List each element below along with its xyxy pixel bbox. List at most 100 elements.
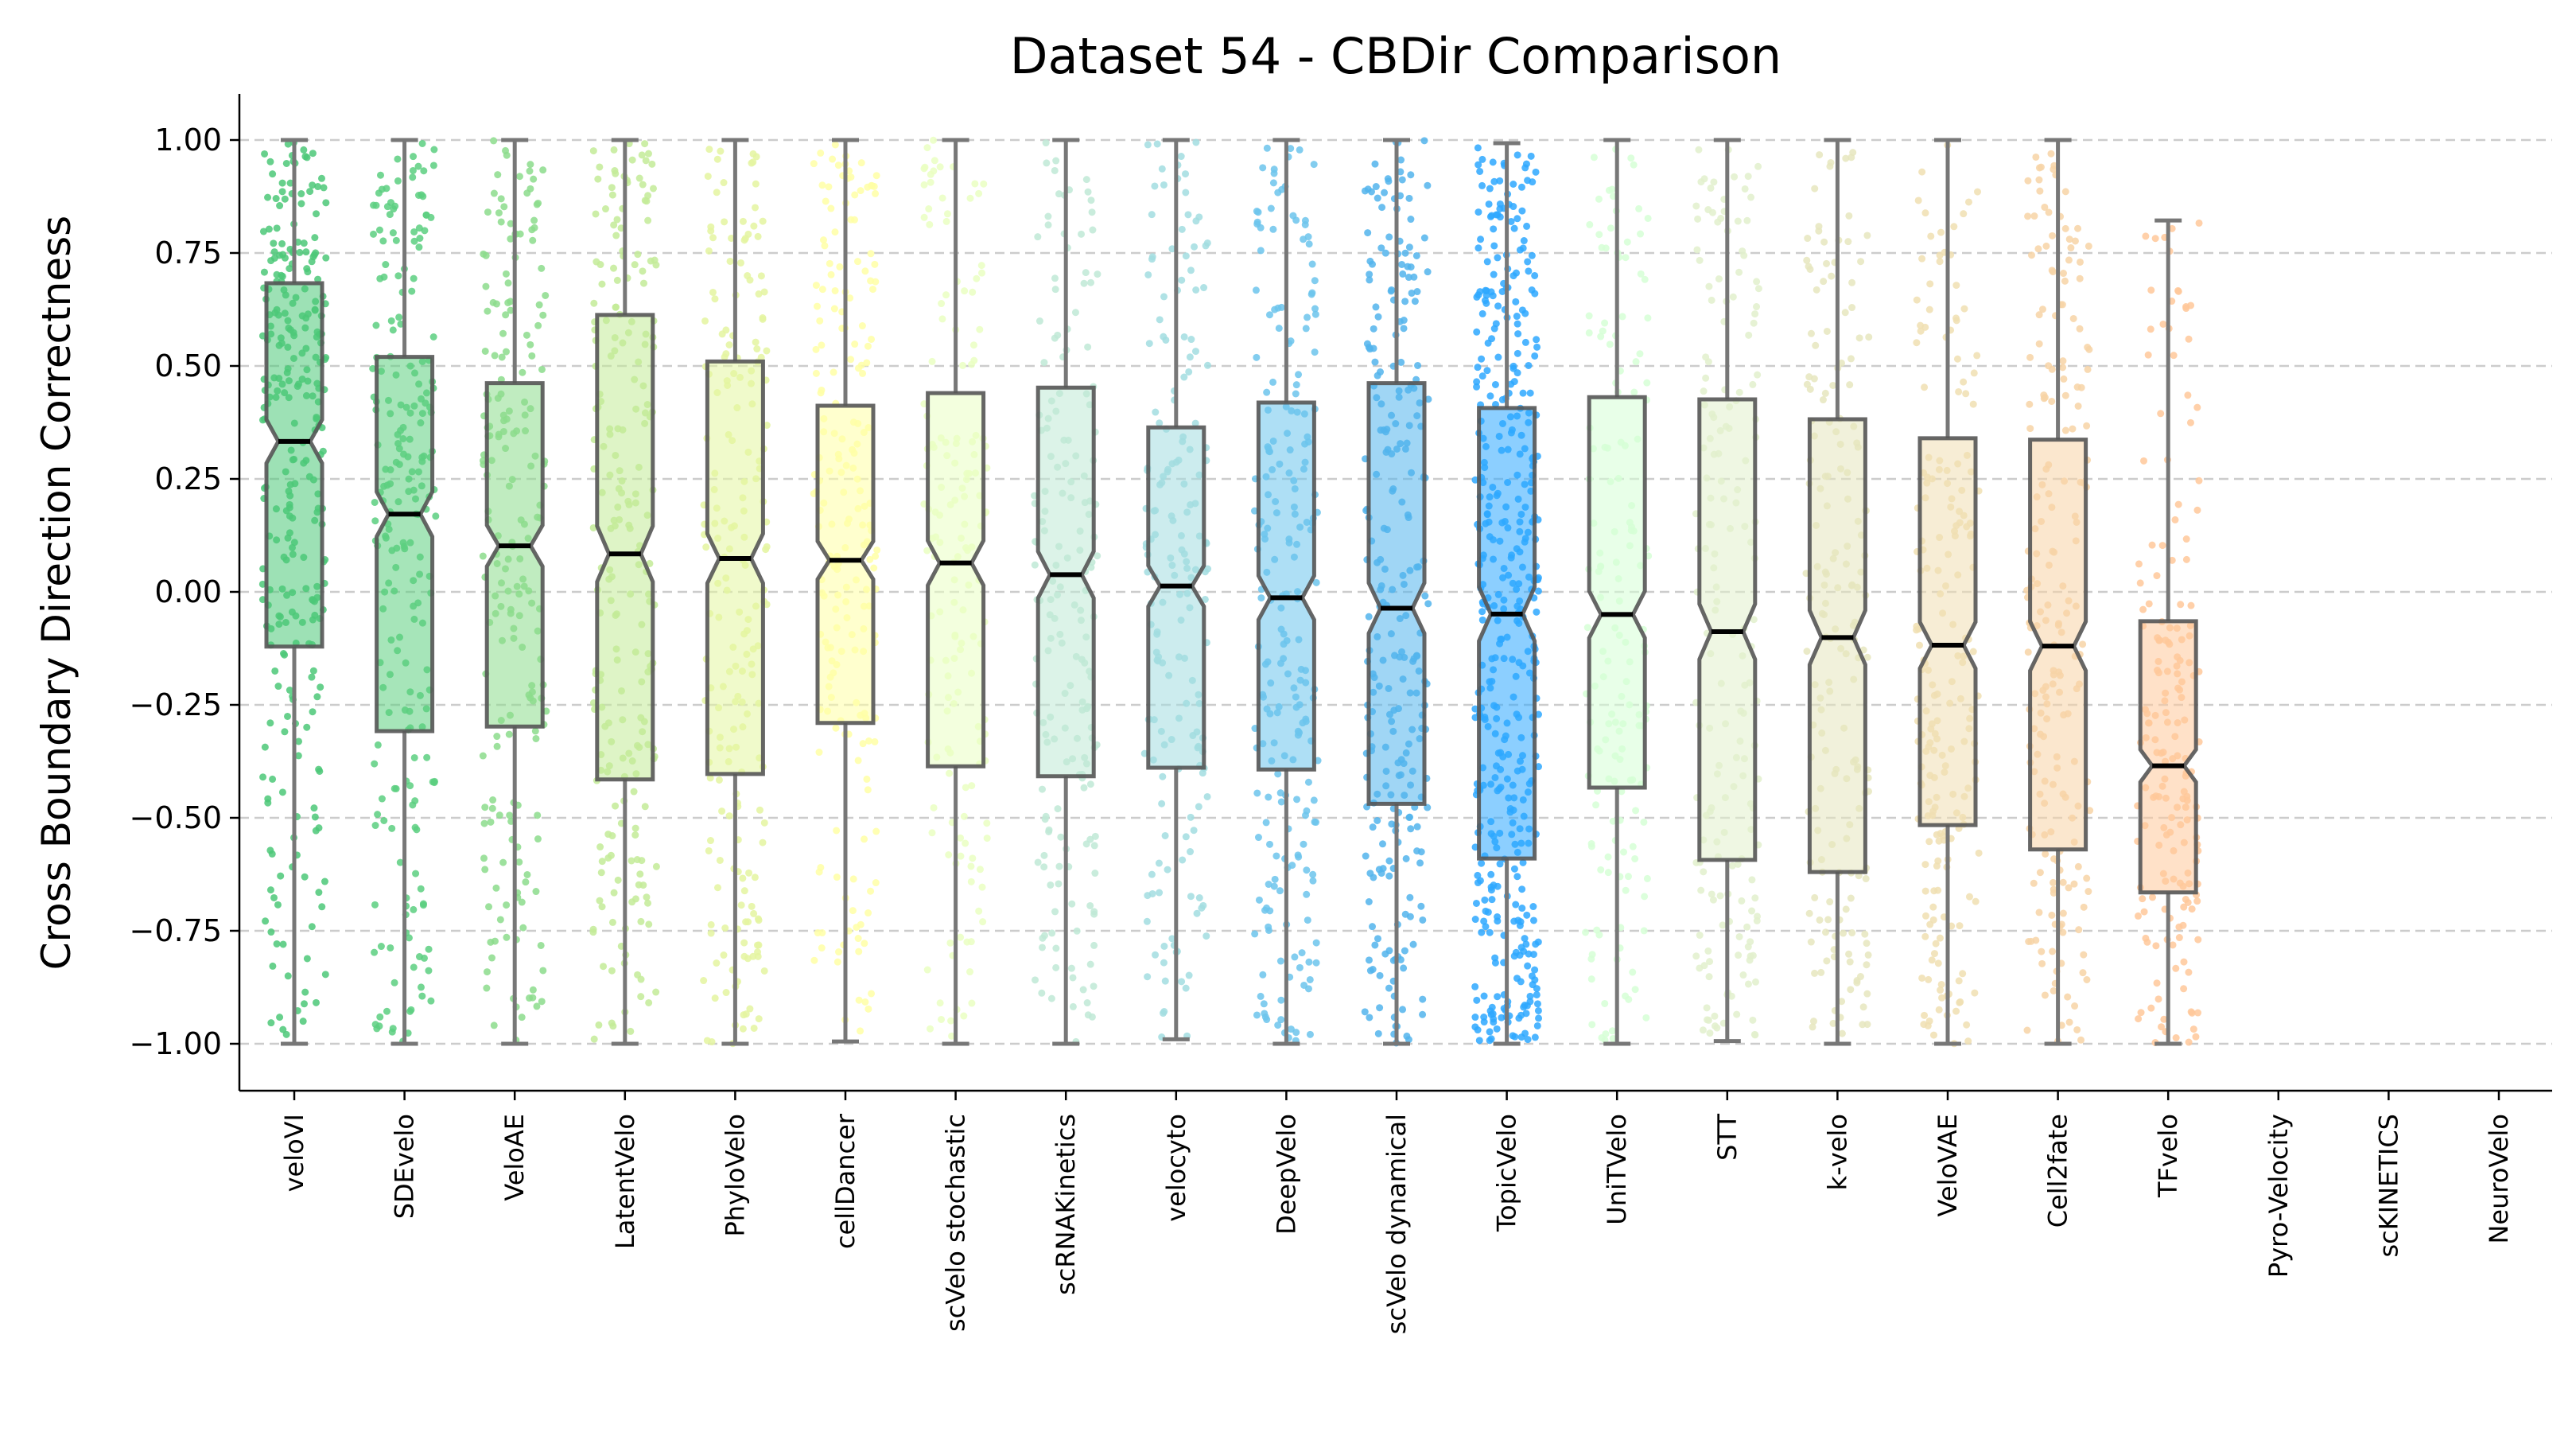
jitter-point xyxy=(2074,402,2082,410)
jitter-point xyxy=(1604,853,1612,861)
jitter-point xyxy=(703,1037,711,1045)
jitter-point xyxy=(1361,1008,1369,1016)
jitter-point xyxy=(1366,967,1374,975)
jitter-point xyxy=(309,708,317,716)
jitter-point xyxy=(1744,943,1752,951)
jitter-point xyxy=(1595,195,1603,203)
jitter-point xyxy=(1270,882,1278,890)
jitter-point xyxy=(2069,425,2077,433)
jitter-point xyxy=(1828,272,1836,280)
jitter-point xyxy=(2152,942,2160,950)
jitter-point xyxy=(311,813,319,821)
jitter-point xyxy=(490,137,498,145)
jitter-point xyxy=(867,887,875,895)
jitter-point xyxy=(497,195,505,203)
jitter-point xyxy=(311,234,319,242)
jitter-point xyxy=(2175,934,2183,942)
jitter-point xyxy=(1082,269,1090,277)
jitter-point xyxy=(310,804,318,812)
jitter-point xyxy=(829,155,837,163)
jitter-point xyxy=(1377,870,1385,877)
jitter-point xyxy=(1749,1016,1757,1024)
jitter-point xyxy=(923,144,931,152)
jitter-point xyxy=(389,326,397,334)
box-topicvelo xyxy=(1477,406,1537,861)
jitter-point xyxy=(1178,978,1186,986)
jitter-point xyxy=(748,902,756,910)
x-tick-label: LatentVelo xyxy=(610,1114,640,1249)
jitter-point xyxy=(1203,932,1210,940)
jitter-point xyxy=(861,835,868,843)
jitter-point xyxy=(1953,355,1961,363)
jitter-point xyxy=(652,862,660,870)
jitter-point xyxy=(1160,959,1168,967)
jitter-point xyxy=(2050,986,2057,994)
jitter-point xyxy=(1366,870,1374,877)
jitter-point xyxy=(530,175,538,183)
jitter-point xyxy=(1309,870,1317,878)
jitter-point xyxy=(539,967,547,975)
jitter-point xyxy=(376,1013,384,1021)
jitter-point xyxy=(282,1030,290,1038)
jitter-point xyxy=(2042,242,2050,250)
jitter-point xyxy=(264,193,272,201)
jitter-point xyxy=(1824,916,1832,924)
jitter-point xyxy=(1841,309,1849,317)
jitter-point xyxy=(1187,848,1195,856)
jitter-point xyxy=(309,181,317,189)
jitter-point xyxy=(1847,154,1855,161)
jitter-point xyxy=(1039,934,1047,942)
jitter-point xyxy=(416,234,424,242)
jitter-point xyxy=(864,1005,872,1013)
jitter-point xyxy=(297,190,305,198)
jitter-point xyxy=(1601,319,1609,327)
jitter-point xyxy=(2140,457,2148,465)
jitter-point xyxy=(2065,1018,2073,1026)
jitter-point xyxy=(1702,374,1710,382)
jitter-point xyxy=(1864,951,1872,959)
jitter-point xyxy=(2180,985,2188,993)
jitter-point xyxy=(1637,270,1645,278)
jitter-point xyxy=(1306,1030,1314,1038)
jitter-point xyxy=(1080,784,1088,792)
jitter-point xyxy=(306,188,314,196)
jitter-point xyxy=(1823,327,1831,335)
jitter-point xyxy=(1086,901,1094,909)
jitter-point xyxy=(1303,866,1311,874)
jitter-point xyxy=(1705,973,1713,981)
jitter-point xyxy=(751,874,759,881)
jitter-point xyxy=(631,831,639,839)
jitter-point xyxy=(598,858,606,866)
jitter-point xyxy=(1921,209,1929,217)
jitter-point xyxy=(1490,1018,1498,1026)
jitter-point xyxy=(1419,916,1427,924)
jitter-point xyxy=(1493,1025,1501,1033)
jitter-point xyxy=(419,901,427,909)
jitter-point xyxy=(1203,239,1211,247)
jitter-point xyxy=(1692,952,1700,960)
jitter-point xyxy=(1862,875,1870,883)
jitter-point xyxy=(1924,1021,1932,1029)
jitter-point xyxy=(1492,320,1500,328)
jitter-point xyxy=(270,893,278,901)
jitter-point xyxy=(1086,780,1094,788)
jitter-point xyxy=(1921,1011,1929,1019)
x-tick-label: k-velo xyxy=(1822,1114,1852,1190)
jitter-point xyxy=(2024,177,2032,185)
jitter-point xyxy=(1861,930,1869,938)
jitter-point xyxy=(1304,778,1312,786)
jitter-point xyxy=(1494,882,1502,890)
jitter-point xyxy=(648,160,656,168)
jitter-point xyxy=(1144,141,1152,149)
jitter-point xyxy=(394,272,402,280)
jitter-point xyxy=(868,990,876,998)
jitter-point xyxy=(1038,989,1046,997)
jitter-point xyxy=(928,829,936,837)
jitter-point xyxy=(1959,970,1967,978)
jitter-point xyxy=(2042,850,2050,858)
jitter-point xyxy=(1407,825,1415,833)
jitter-point xyxy=(598,280,606,288)
jitter-point xyxy=(976,325,984,333)
jitter-point xyxy=(1950,223,1958,231)
jitter-point xyxy=(812,282,820,290)
